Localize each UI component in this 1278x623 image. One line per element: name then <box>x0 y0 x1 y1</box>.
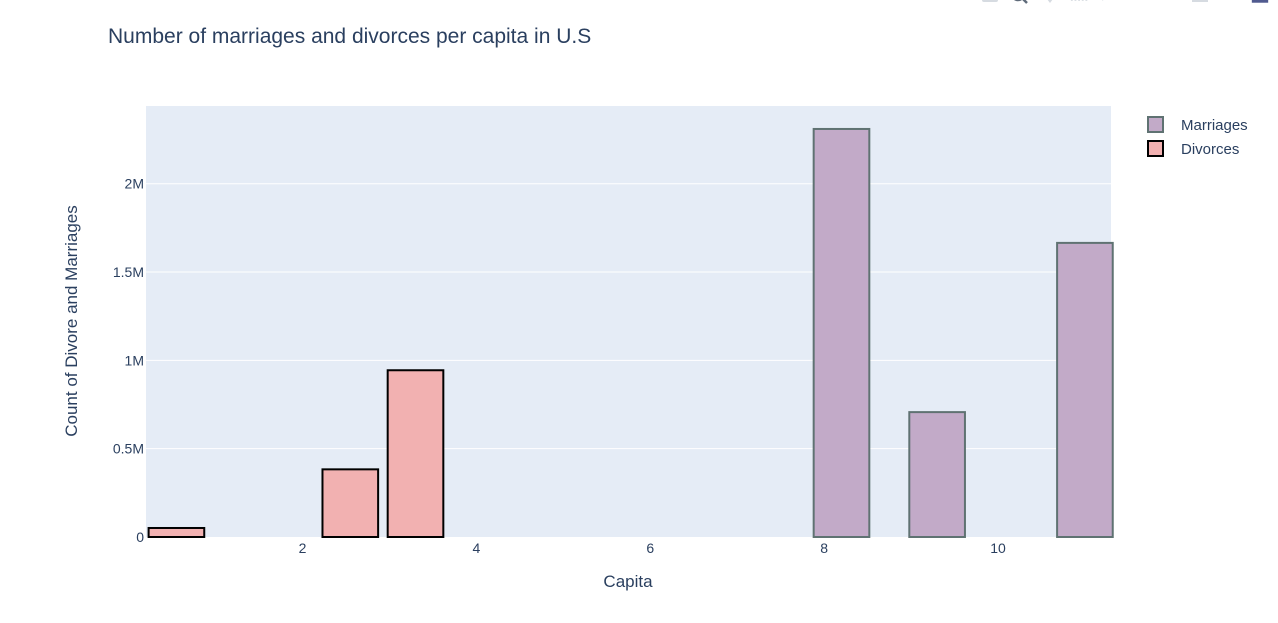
x-tick-label: 4 <box>472 540 480 556</box>
divorces-bar[interactable] <box>147 526 206 539</box>
plotly-logo-icon[interactable] <box>1250 0 1270 6</box>
y-tick-label: 0 <box>136 529 144 545</box>
y-axis-ticks: 0 0.5M 1M 1.5M 2M <box>113 176 144 545</box>
x-tick-label: 6 <box>646 540 654 556</box>
marriages-bar[interactable] <box>908 411 966 539</box>
camera-icon[interactable] <box>980 0 1000 6</box>
divorces-bar[interactable] <box>321 468 380 539</box>
legend-swatch-marriages[interactable] <box>1147 116 1164 133</box>
chart-title: Number of marriages and divorces per cap… <box>108 25 591 48</box>
legend-item-divorces[interactable]: Divorces <box>1181 141 1239 158</box>
y-tick-label: 0.5M <box>113 441 144 457</box>
lasso-icon[interactable] <box>1100 0 1120 6</box>
legend[interactable]: Marriages Divorces <box>1147 116 1248 158</box>
reset-axes-icon[interactable] <box>1220 0 1240 6</box>
plot-area <box>146 106 1111 537</box>
modebar <box>980 0 1270 6</box>
marriages-bar[interactable] <box>1056 241 1114 539</box>
divorces-bar[interactable] <box>386 369 445 539</box>
x-tick-label: 8 <box>820 540 828 556</box>
y-tick-label: 2M <box>125 176 144 192</box>
x-axis-ticks: 2 4 6 8 10 <box>299 540 1006 556</box>
zoom-out-icon[interactable] <box>1160 0 1180 6</box>
legend-swatch-divorces[interactable] <box>1147 140 1164 157</box>
zoom-in-icon[interactable] <box>1130 0 1150 6</box>
x-tick-label: 2 <box>299 540 307 556</box>
box-select-icon[interactable] <box>1070 0 1090 6</box>
y-axis-label: Count of Divore and Marriages <box>62 205 81 437</box>
autoscale-icon[interactable] <box>1190 0 1210 6</box>
y-tick-label: 1.5M <box>113 264 144 280</box>
marriages-bar[interactable] <box>812 127 871 539</box>
zoom-icon[interactable] <box>1010 0 1030 6</box>
x-axis-label: Capita <box>603 572 653 591</box>
x-tick-label: 10 <box>990 540 1006 556</box>
bars <box>147 127 1114 539</box>
pan-icon[interactable] <box>1040 0 1060 6</box>
y-tick-label: 1M <box>125 352 144 368</box>
legend-item-marriages[interactable]: Marriages <box>1181 117 1248 134</box>
